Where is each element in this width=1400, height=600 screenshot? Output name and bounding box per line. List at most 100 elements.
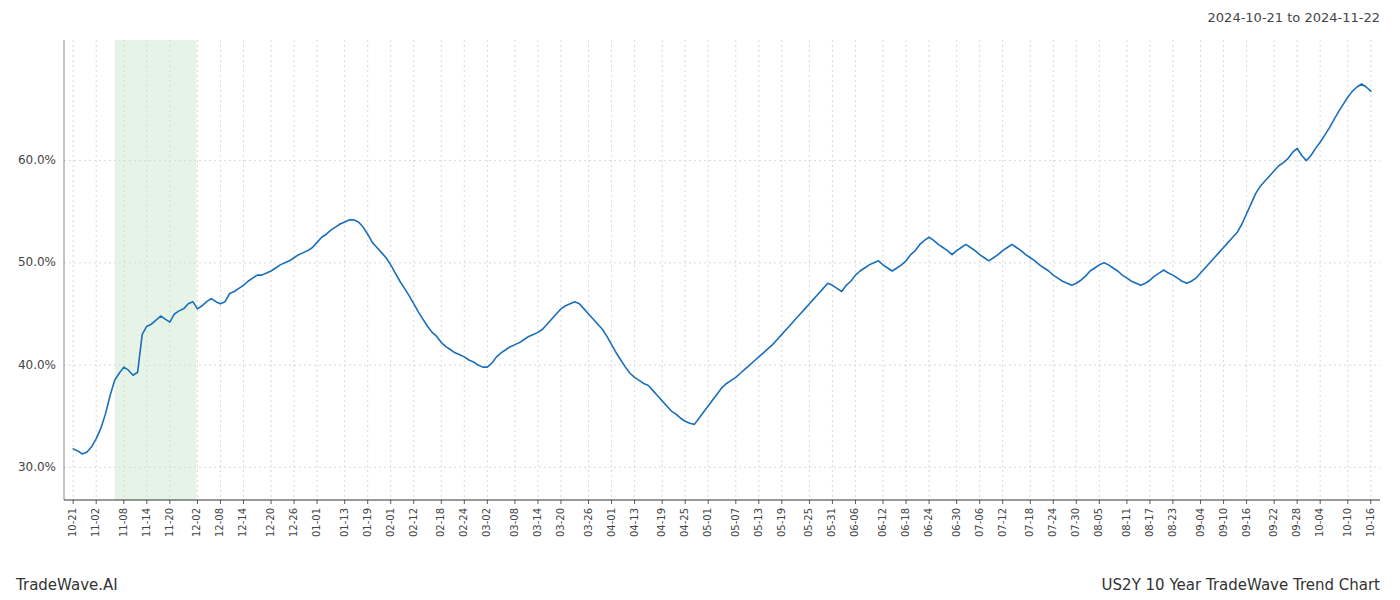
x-tick-label: 11-14 [141, 508, 152, 537]
x-tick [317, 500, 318, 504]
x-tick [708, 500, 709, 504]
x-tick [1076, 500, 1077, 504]
x-grid-line [96, 40, 97, 500]
x-tick [146, 500, 147, 504]
x-tick-label: 09-16 [1241, 508, 1252, 537]
x-grid-line [390, 40, 391, 500]
x-tick-label: 04-25 [679, 508, 690, 537]
x-tick-label: 01-01 [311, 508, 322, 537]
x-grid-line [685, 40, 686, 500]
x-grid-line [1053, 40, 1054, 500]
x-tick-label: 12-02 [191, 508, 202, 537]
x-grid-line [1320, 40, 1321, 500]
x-tick-label: 08-05 [1093, 508, 1104, 537]
x-tick [1053, 500, 1054, 504]
x-tick-label: 02-24 [458, 508, 469, 537]
x-tick-label: 08-11 [1121, 508, 1132, 537]
x-grid-line [662, 40, 663, 500]
x-tick-label: 05-07 [730, 508, 741, 537]
x-grid-line [464, 40, 465, 500]
x-tick [1172, 500, 1173, 504]
x-tick [1320, 500, 1321, 504]
x-tick-label: 06-12 [877, 508, 888, 537]
x-grid-line [1076, 40, 1077, 500]
x-grid-line [781, 40, 782, 500]
x-tick-label: 05-13 [753, 508, 764, 537]
x-tick [832, 500, 833, 504]
x-tick [809, 500, 810, 504]
x-tick-label: 03-08 [509, 508, 520, 537]
x-grid-line [514, 40, 515, 500]
x-tick-label: 12-14 [237, 508, 248, 537]
x-grid-line [929, 40, 930, 500]
x-tick [537, 500, 538, 504]
x-tick [956, 500, 957, 504]
x-tick [634, 500, 635, 504]
x-tick [1297, 500, 1298, 504]
x-tick-label: 01-19 [362, 508, 373, 537]
footer-left: TradeWave.AI [15, 576, 118, 594]
x-grid-line [708, 40, 709, 500]
x-tick [1274, 500, 1275, 504]
x-tick-label: 02-18 [435, 508, 446, 537]
x-tick-label: 10-16 [1365, 508, 1376, 537]
x-tick-label: 12-26 [288, 508, 299, 537]
x-grid-line [344, 40, 345, 500]
x-grid-line [956, 40, 957, 500]
x-tick [441, 500, 442, 504]
x-grid-line [317, 40, 318, 500]
x-tick [1149, 500, 1150, 504]
x-tick [96, 500, 97, 504]
x-tick-label: 10-21 [67, 508, 78, 537]
x-grid-line [73, 40, 74, 500]
x-grid-line [758, 40, 759, 500]
x-tick [588, 500, 589, 504]
x-tick [197, 500, 198, 504]
x-tick-label: 07-12 [997, 508, 1008, 537]
x-tick [123, 500, 124, 504]
x-grid-line [1030, 40, 1031, 500]
x-tick-label: 05-31 [826, 508, 837, 537]
x-tick [413, 500, 414, 504]
x-grid-line [855, 40, 856, 500]
x-tick-label: 06-24 [923, 508, 934, 537]
x-grid-line [832, 40, 833, 500]
x-tick-label: 05-01 [702, 508, 713, 537]
x-tick [1126, 500, 1127, 504]
x-grid-line [1223, 40, 1224, 500]
x-tick [855, 500, 856, 504]
x-tick-label: 11-08 [118, 508, 129, 537]
x-tick [294, 500, 295, 504]
y-tick-label: 30.0% [18, 460, 56, 474]
x-tick [1200, 500, 1201, 504]
x-tick-label: 04-13 [629, 508, 640, 537]
x-tick [464, 500, 465, 504]
x-grid-line [809, 40, 810, 500]
x-tick-label: 10-04 [1314, 508, 1325, 537]
x-tick [929, 500, 930, 504]
x-tick-label: 06-18 [900, 508, 911, 537]
x-grid-line [611, 40, 612, 500]
x-grid-line [413, 40, 414, 500]
x-tick [906, 500, 907, 504]
x-tick-label: 02-01 [385, 508, 396, 537]
x-tick-label: 04-01 [606, 508, 617, 537]
x-grid-line [1274, 40, 1275, 500]
x-grid-line [220, 40, 221, 500]
grid [64, 40, 1380, 500]
y-grid-line [64, 160, 1380, 161]
x-tick [169, 500, 170, 504]
x-tick [220, 500, 221, 504]
x-grid-line [1347, 40, 1348, 500]
x-grid-line [1246, 40, 1247, 500]
x-tick-label: 04-19 [656, 508, 667, 537]
x-grid-line [979, 40, 980, 500]
x-tick [1223, 500, 1224, 504]
x-tick-label: 09-22 [1268, 508, 1279, 537]
x-tick [367, 500, 368, 504]
x-tick-label: 12-20 [265, 508, 276, 537]
y-tick-label: 60.0% [18, 153, 56, 167]
x-grid-line [367, 40, 368, 500]
x-tick-label: 09-04 [1195, 508, 1206, 537]
x-tick-label: 10-10 [1342, 508, 1353, 537]
